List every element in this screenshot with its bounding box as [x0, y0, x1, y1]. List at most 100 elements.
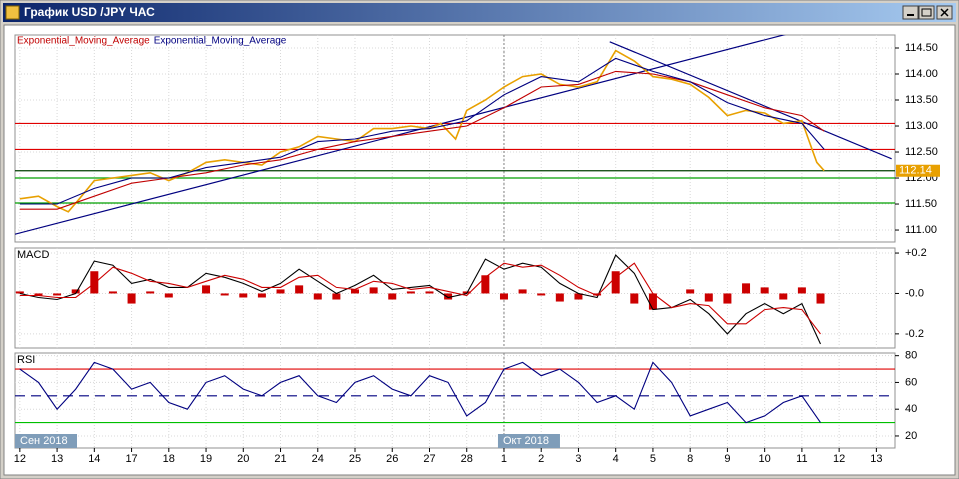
x-tick-label: 27	[423, 453, 435, 465]
month-label: Окт 2018	[503, 435, 549, 447]
x-tick-label: 28	[461, 453, 473, 465]
histogram-bar	[220, 293, 229, 296]
x-tick-label: 17	[125, 453, 137, 465]
histogram-bar	[686, 289, 695, 294]
y-tick-label: 113.00	[905, 120, 938, 132]
x-tick-label: 9	[724, 453, 730, 465]
histogram-bar	[164, 293, 173, 298]
histogram-bar	[295, 285, 304, 294]
histogram-bar	[630, 293, 639, 304]
histogram-bar	[388, 293, 397, 300]
icon	[940, 8, 949, 17]
histogram-bar	[537, 293, 546, 296]
x-tick-label: 14	[88, 453, 100, 465]
x-tick-label: 26	[386, 453, 398, 465]
minimize-button[interactable]	[902, 5, 919, 20]
histogram-bar	[518, 289, 527, 294]
histogram-bar	[723, 293, 732, 304]
x-tick-label: 18	[163, 453, 175, 465]
histogram-bar	[499, 293, 508, 300]
histogram-bar	[257, 293, 266, 298]
x-tick-label: 4	[613, 453, 619, 465]
histogram-bar	[481, 275, 490, 294]
month-label: Сен 2018	[20, 435, 68, 447]
y-tick-label: 80	[905, 350, 917, 362]
y-tick-label: +0.2	[905, 247, 927, 259]
maximize-button[interactable]	[918, 5, 935, 20]
y-tick-label: 114.00	[905, 68, 938, 80]
panel	[14, 352, 896, 449]
y-tick-label: 111.00	[905, 224, 937, 236]
panel-title: RSI	[17, 354, 35, 366]
series-line	[19, 70, 825, 210]
histogram-bar	[425, 291, 434, 294]
histogram-bar	[276, 289, 285, 294]
histogram-bar	[15, 291, 24, 294]
trend-line	[15, 35, 786, 235]
legend-label: Exponential_Moving_Average	[17, 36, 150, 47]
y-tick-label: -0.0	[905, 287, 924, 299]
x-tick-label: 1	[501, 453, 507, 465]
y-tick-label: 112.50	[905, 146, 938, 158]
window-buttons	[902, 5, 953, 20]
histogram-bar	[53, 293, 62, 296]
last-value-label: 112.14	[899, 165, 932, 177]
histogram-bar	[108, 291, 117, 294]
x-tick-label: 12	[833, 453, 845, 465]
window-title: График USD /JPY ЧАС	[24, 5, 155, 19]
histogram-bar	[202, 285, 211, 294]
histogram-bar	[239, 293, 248, 298]
panel-plot	[15, 353, 895, 448]
legend-label: Exponential_Moving_Average	[154, 36, 287, 47]
histogram-bar	[406, 291, 415, 294]
y-tick-label: -0.2	[905, 328, 924, 340]
histogram-bar	[146, 291, 155, 294]
x-tick-label: 13	[870, 453, 882, 465]
histogram-bar	[555, 293, 564, 302]
histogram-bar	[444, 293, 453, 300]
x-tick-label: 2	[538, 453, 544, 465]
x-tick-label: 19	[200, 453, 212, 465]
y-tick-label: 114.50	[905, 42, 938, 54]
histogram-bar	[332, 293, 341, 300]
month-label-box	[15, 434, 77, 448]
histogram-bar	[369, 287, 378, 294]
x-tick-label: 21	[274, 453, 286, 465]
window-icon	[5, 5, 20, 20]
x-tick-label: 10	[759, 453, 771, 465]
series-line	[19, 254, 821, 345]
histogram-bar	[351, 289, 360, 294]
histogram-bar	[313, 293, 322, 300]
histogram-bar	[760, 287, 769, 294]
histogram-bar	[797, 287, 806, 294]
series-line	[19, 57, 825, 205]
x-tick-label: 13	[51, 453, 63, 465]
trend-line	[609, 41, 892, 160]
series-line	[19, 262, 821, 335]
x-tick-label: 25	[349, 453, 361, 465]
series-line	[19, 361, 821, 424]
histogram-bar	[779, 293, 788, 300]
y-tick-label: 40	[905, 403, 917, 415]
y-tick-label: 60	[905, 376, 917, 388]
month-label-box	[497, 434, 560, 448]
x-tick-label: 8	[687, 453, 693, 465]
icon	[921, 8, 932, 17]
x-tick-label: 12	[14, 453, 26, 465]
histogram-bar	[742, 283, 751, 294]
panel-title: MACD	[17, 249, 49, 261]
histogram-bar	[611, 271, 620, 294]
panel-plot	[15, 248, 895, 348]
title-bar	[3, 3, 956, 22]
x-tick-label: 3	[575, 453, 581, 465]
x-tick-label: 20	[237, 453, 249, 465]
histogram-bar	[816, 293, 825, 304]
histogram-bar	[593, 293, 602, 296]
x-tick-label: 5	[650, 453, 656, 465]
y-tick-label: 111.50	[905, 198, 937, 210]
histogram-bar	[704, 293, 713, 302]
last-value-box	[896, 164, 940, 177]
panel	[14, 247, 896, 349]
